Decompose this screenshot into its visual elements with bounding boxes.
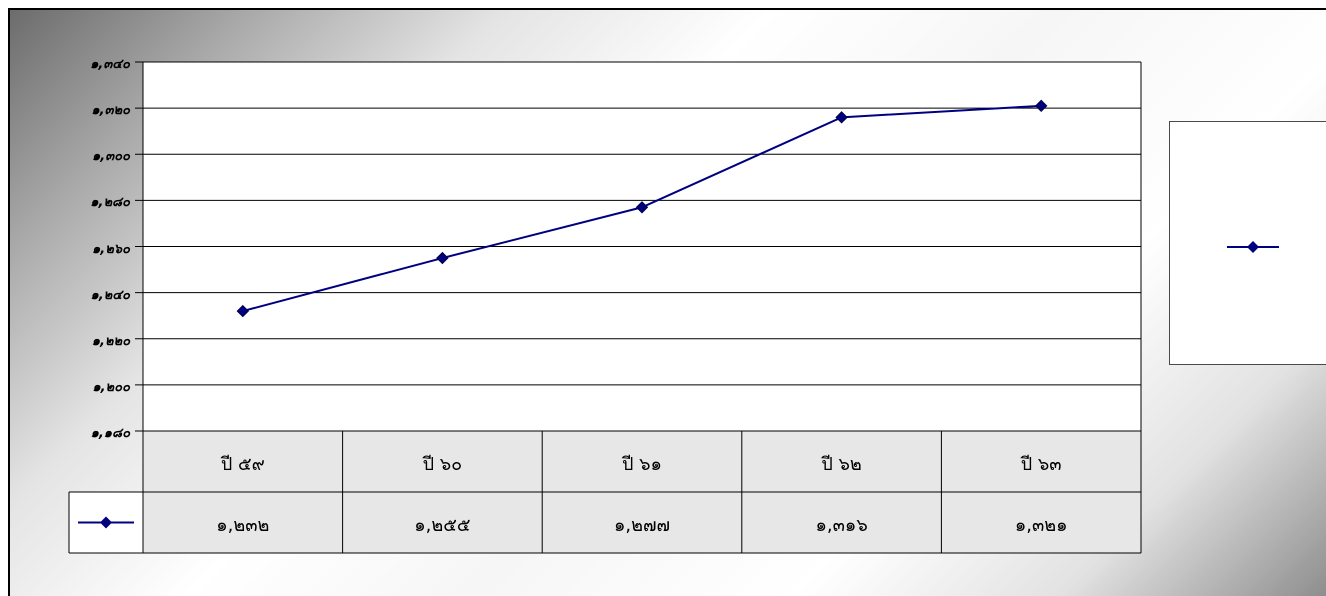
- y-tick-label: ๑,๓๐๐: [92, 149, 130, 165]
- y-tick-label: ๑,๒๒๐: [91, 333, 130, 349]
- data-table-value: ๑,๒๕๕: [414, 514, 471, 536]
- chart-svg: [68, 61, 1142, 554]
- data-point-marker: [436, 251, 449, 265]
- y-tick-label: ๑,๓๒๐: [91, 103, 130, 119]
- category-label: ปี ๖๒: [821, 453, 862, 475]
- y-tick-label: ๑,๒๖๐: [92, 241, 130, 257]
- table-series-key-marker: [100, 516, 112, 529]
- legend-series-key: [1227, 241, 1279, 253]
- data-table-value: ๑,๓๑๖: [815, 514, 868, 536]
- category-label: ปี ๕๙: [220, 453, 265, 475]
- data-table-value: ๑,๒๗๗: [613, 514, 671, 536]
- y-tick-label: ๑,๒๔๐: [90, 287, 130, 303]
- legend: [1169, 121, 1326, 365]
- data-table-value: ๑,๓๒๑: [1014, 514, 1068, 536]
- category-label: ปี ๖๐: [422, 453, 463, 475]
- y-tick-label: ๑,๑๘๐: [90, 426, 130, 441]
- y-tick-label: ๑,๒๘๐: [90, 195, 130, 211]
- chart-frame: ๑,๑๘๐ ๑,๒๐๐ ๑,๒๒๐ ๑,๒๔๐ ๑,๒๖๐ ๑,๒๘๐ ๑,๓๐๐ ๑,๓๒๐…: [8, 8, 1326, 596]
- data-point-marker: [635, 201, 649, 214]
- data-point-marker: [236, 304, 250, 318]
- data-table-value: ๑,๒๓๒: [216, 514, 270, 536]
- data-point-marker: [1034, 99, 1048, 113]
- category-label: ปี ๖๑: [621, 453, 662, 475]
- data-point-marker: [835, 111, 848, 124]
- y-tick-label: ๑,๒๐๐: [92, 379, 130, 395]
- category-label: ปี ๖๓: [1020, 453, 1062, 475]
- y-tick-label: ๑,๓๔๐: [90, 57, 130, 72]
